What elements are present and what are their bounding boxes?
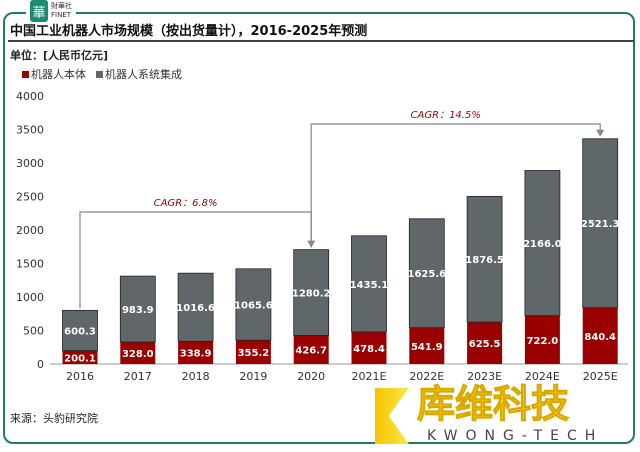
bar-body: [178, 341, 214, 364]
source-note: 来源：头豹研究院: [10, 412, 98, 425]
finet-logo: 華財華社 FINET: [26, 0, 76, 22]
seal-icon: 華: [30, 0, 48, 22]
x-tick-label: 2016: [66, 370, 94, 383]
y-tick-label: 1500: [16, 258, 44, 271]
data-label-integration: 600.3: [64, 326, 96, 337]
data-label-integration: 2166.0: [523, 239, 562, 250]
bar-integration: [293, 249, 330, 336]
data-label-integration: 1625.6: [408, 269, 447, 280]
logo-en: KWONG-TECH: [427, 428, 604, 444]
legend-label: 机器人系统集成: [105, 68, 182, 81]
data-label-integration: 1280.2: [292, 289, 331, 300]
y-tick-label: 0: [37, 358, 44, 371]
x-tick-label: 2020: [297, 370, 325, 383]
brand-name: 財華社: [51, 2, 72, 10]
y-tick-label: 3500: [16, 124, 44, 137]
data-label-integration: 2521.3: [581, 219, 620, 230]
x-tick-label: 2024E: [525, 370, 560, 383]
cagr-label: CAGR：14.5%: [411, 110, 481, 121]
chart-title: 中国工业机器人市场规模（按出货量计），2016-2025年预测: [10, 24, 368, 39]
legend-item-integration: 机器人系统集成: [96, 66, 182, 82]
y-tick-label: 3000: [16, 157, 44, 170]
x-tick-label: 2022E: [409, 370, 444, 383]
bar-integration: [466, 195, 503, 323]
data-label-integration: 1016.6: [176, 303, 215, 314]
data-label-body: 200.1: [64, 353, 96, 364]
data-label-body: 338.9: [180, 349, 212, 360]
x-tick-label: 2017: [124, 370, 152, 383]
y-tick-label: 2500: [16, 191, 44, 204]
chart-frame: [3, 12, 635, 444]
y-tick-label: 500: [23, 325, 44, 338]
bar-body: [120, 342, 156, 364]
x-tick-label: 2018: [182, 370, 210, 383]
kwong-tech-logo: 库维科技 KWONG-TECH: [375, 382, 595, 448]
data-label-integration: 1876.5: [465, 255, 504, 266]
data-label-integration: 1435.1: [350, 280, 389, 291]
bar-body: [467, 322, 503, 364]
bar-integration: [582, 138, 619, 309]
data-label-body: 840.4: [584, 332, 616, 343]
brand-sub: FINET: [51, 11, 72, 19]
data-label-integration: 983.9: [122, 305, 154, 316]
bar-body: [62, 350, 98, 364]
y-tick-label: 4000: [16, 90, 44, 103]
data-label-body: 722.0: [527, 336, 559, 347]
unit-label: 单位：[人民币亿元]: [10, 49, 109, 62]
bar-integration: [177, 272, 214, 342]
cagr-bracket: [310, 123, 601, 248]
data-label-body: 328.0: [122, 349, 154, 360]
data-label-body: 426.7: [295, 346, 327, 357]
bar-integration: [524, 170, 561, 317]
legend-label: 机器人本体: [31, 68, 86, 81]
data-label-body: 541.9: [411, 342, 443, 353]
x-tick-label: 2023E: [467, 370, 502, 383]
x-tick-label: 2025E: [583, 370, 618, 383]
bar-body: [351, 331, 387, 364]
bar-integration: [351, 235, 387, 333]
cagr-label: CAGR：6.8%: [154, 198, 218, 209]
title-rule: [8, 40, 634, 42]
x-tick-label: 2021E: [352, 370, 387, 383]
data-label-body: 355.2: [238, 348, 270, 359]
bar-body: [582, 307, 618, 364]
x-tick-label: 2019: [239, 370, 267, 383]
bar-integration: [119, 275, 156, 343]
arrow-icon: [596, 129, 605, 137]
bar-integration: [235, 268, 272, 341]
bar-body: [235, 340, 271, 364]
data-label-integration: 1065.6: [234, 301, 273, 312]
logo-cn: 库维科技: [416, 382, 570, 427]
y-tick-label: 2000: [16, 224, 44, 237]
bar-body: [409, 327, 445, 364]
bar-body: [293, 335, 329, 364]
bar-body: [524, 315, 560, 364]
legend: 机器人本体 机器人系统集成: [22, 66, 182, 82]
data-label-body: 478.4: [353, 344, 385, 355]
bar-integration: [62, 309, 98, 351]
legend-item-body: 机器人本体: [22, 66, 86, 82]
bar-integration: [408, 218, 445, 329]
data-label-body: 625.5: [469, 339, 501, 350]
y-tick-label: 1000: [16, 291, 44, 304]
